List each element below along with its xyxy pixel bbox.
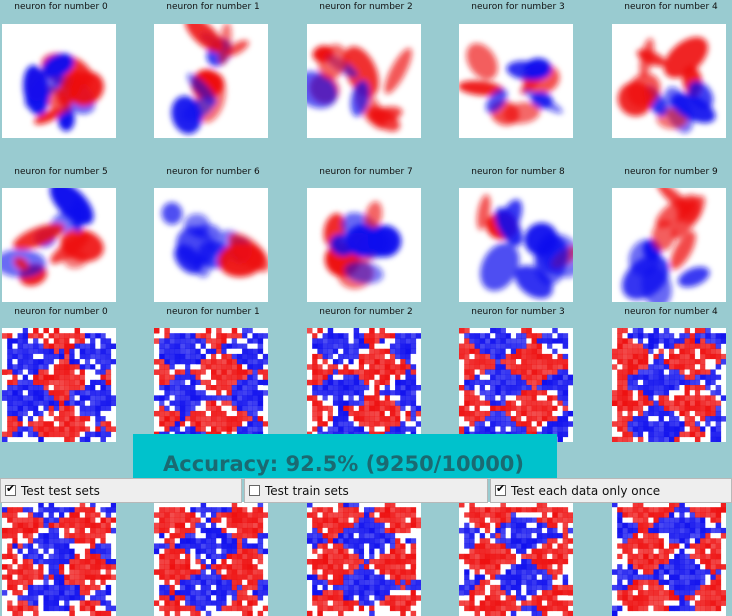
- neuron-weight-image: [459, 24, 573, 138]
- neuron-weight-image: [2, 188, 116, 302]
- checkbox-label: Test each data only once: [511, 483, 661, 498]
- neuron-label: neuron for number 8: [471, 167, 565, 177]
- neuron-weight-image: [307, 502, 421, 616]
- checkbox-box[interactable]: ✔: [5, 482, 16, 496]
- test-each-once-checkbox[interactable]: ✔ Test each data only once: [490, 478, 732, 503]
- neuron-label: neuron for number 2: [319, 307, 413, 317]
- neuron-weight-image: [2, 328, 116, 442]
- checkbox-label: Test train sets: [265, 483, 349, 498]
- neuron-weight-image: [154, 502, 268, 616]
- accuracy-text: Accuracy: 92.5% (9250/10000): [163, 452, 525, 476]
- neuron-label: neuron for number 4: [624, 307, 718, 317]
- neuron-label: neuron for number 0: [14, 2, 108, 12]
- neuron-weight-image: [154, 24, 268, 138]
- check-icon: ✔: [496, 482, 506, 495]
- neuron-label: neuron for number 5: [14, 167, 108, 177]
- checkbox-label: Test test sets: [21, 483, 100, 498]
- neuron-label: neuron for number 1: [166, 2, 260, 12]
- neuron-weight-image: [2, 502, 116, 616]
- neuron-weight-image: [459, 502, 573, 616]
- neuron-label: neuron for number 1: [166, 307, 260, 317]
- neuron-weight-image: [459, 188, 573, 302]
- checkbox-box[interactable]: ✔: [495, 482, 506, 496]
- neuron-weight-image: [154, 328, 268, 442]
- test-test-sets-checkbox[interactable]: ✔ Test test sets: [0, 478, 242, 503]
- neuron-weight-image: [612, 24, 726, 138]
- neuron-weight-image: [2, 24, 116, 138]
- neuron-label: neuron for number 0: [14, 307, 108, 317]
- neuron-label: neuron for number 7: [319, 167, 413, 177]
- neuron-weight-image: [154, 188, 268, 302]
- neuron-weight-image: [612, 328, 726, 442]
- neuron-weight-image: [612, 502, 726, 616]
- neuron-label: neuron for number 6: [166, 167, 260, 177]
- neuron-label: neuron for number 4: [624, 2, 718, 12]
- check-icon: ✔: [6, 482, 16, 495]
- neuron-weight-image: [459, 328, 573, 442]
- neuron-label: neuron for number 2: [319, 2, 413, 12]
- neuron-weight-image: [612, 188, 726, 302]
- accuracy-banner: Accuracy: 92.5% (9250/10000): [133, 434, 557, 478]
- neuron-label: neuron for number 9: [624, 167, 718, 177]
- neuron-label: neuron for number 3: [471, 307, 565, 317]
- neuron-weight-image: [307, 328, 421, 442]
- neuron-label: neuron for number 3: [471, 2, 565, 12]
- neuron-weight-image: [307, 188, 421, 302]
- checkbox-box[interactable]: [249, 485, 260, 496]
- neuron-weight-image: [307, 24, 421, 138]
- test-train-sets-checkbox[interactable]: Test train sets: [244, 478, 488, 503]
